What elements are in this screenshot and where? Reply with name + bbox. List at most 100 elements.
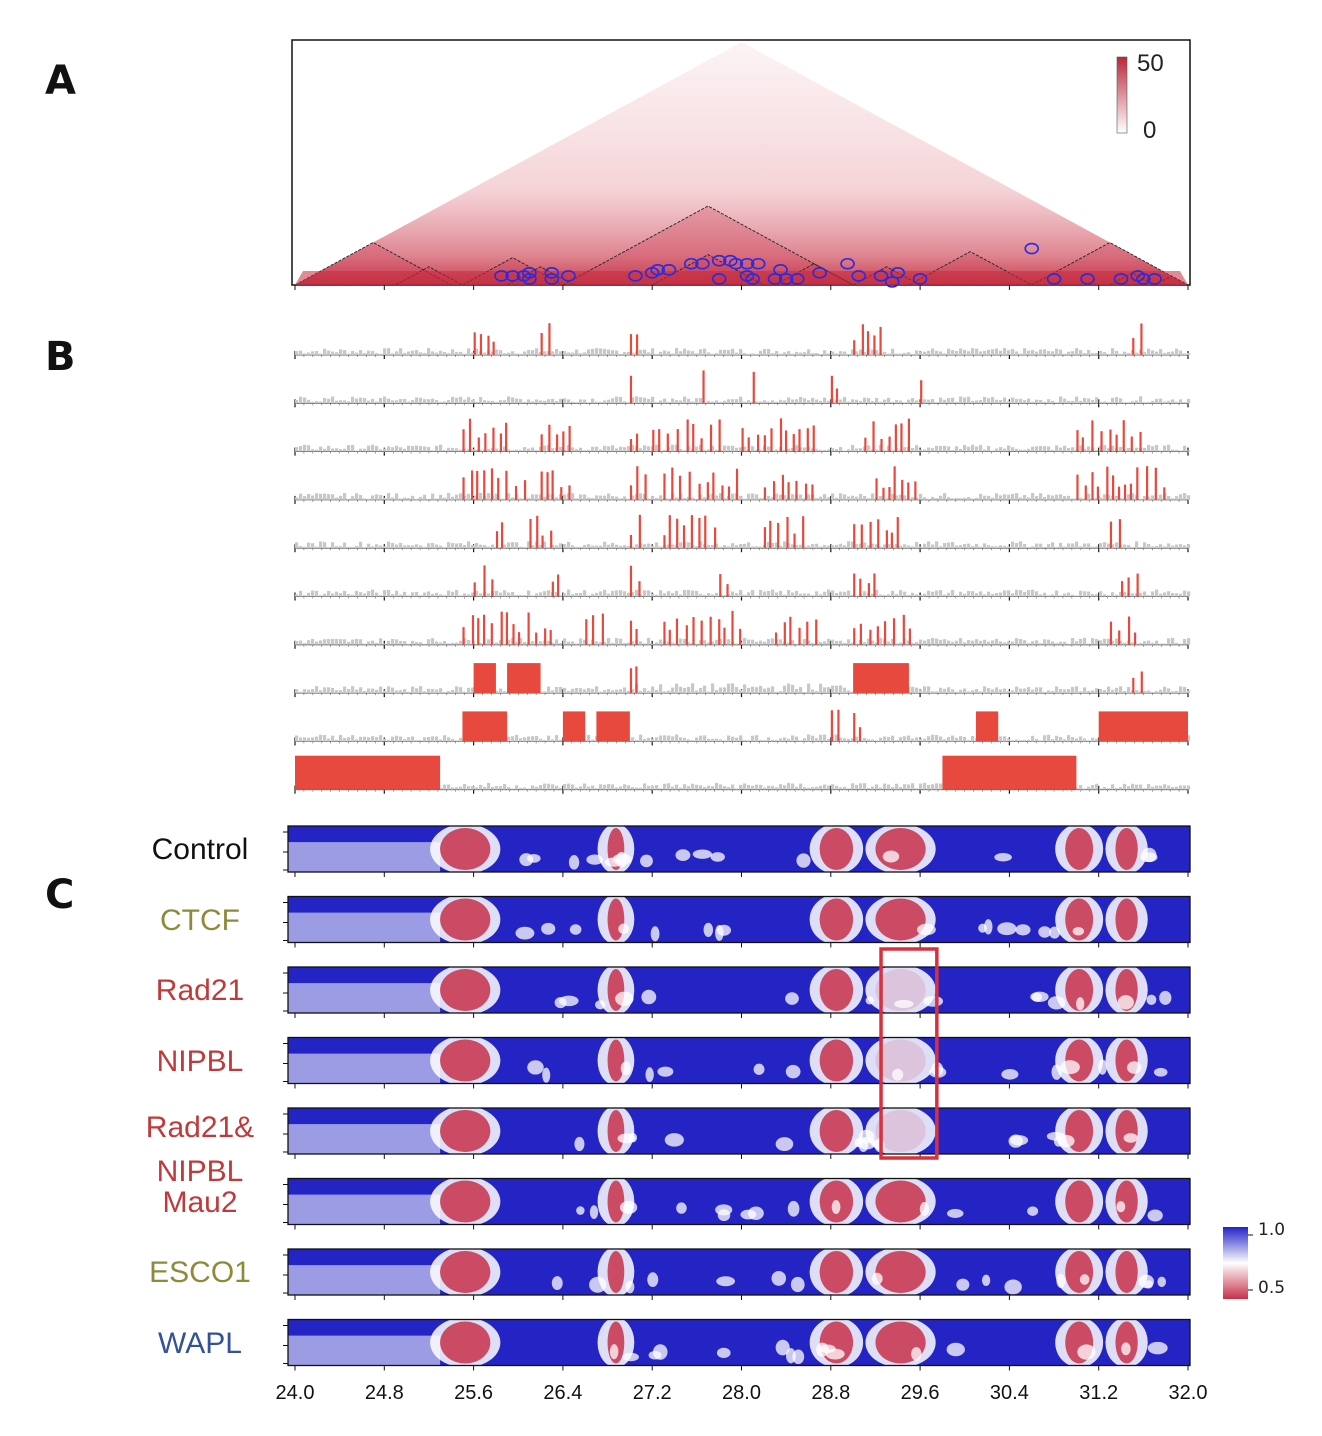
track-bg-signal (779, 691, 783, 694)
track-bg-signal (1151, 786, 1155, 790)
track-bg-signal (1119, 446, 1123, 452)
track-bg-signal (623, 447, 627, 452)
track-bg-signal (1123, 351, 1127, 355)
track-peak (490, 623, 493, 645)
track-bg-signal (1015, 351, 1019, 355)
track-bg-signal (391, 497, 395, 500)
track-bg-signal (847, 353, 851, 355)
track-peak (774, 632, 778, 645)
track-bg-signal (807, 400, 811, 404)
track-bg-signal (387, 589, 391, 597)
track-bg-signal (415, 498, 419, 500)
track-bg-signal (631, 737, 635, 742)
track-bg-signal (891, 493, 895, 500)
track-bg-signal (887, 784, 891, 790)
track-bg-signal (1159, 398, 1163, 404)
track-bg-signal (919, 783, 923, 790)
track-bg-signal (1171, 399, 1175, 404)
track-bg-signal (423, 643, 427, 645)
track-bg-signal (299, 590, 303, 597)
track-bg-signal (1079, 785, 1083, 790)
track-bg-signal (567, 783, 571, 790)
track-bg-signal (523, 787, 527, 790)
track-bg-signal (931, 591, 935, 597)
track-bg-signal (403, 448, 407, 452)
track-bg-signal (559, 595, 563, 597)
track-bg-signal (627, 546, 631, 549)
track-bg-signal (683, 784, 687, 790)
track-bg-signal (503, 400, 507, 404)
track-peak (1106, 466, 1109, 500)
track-bg-signal (955, 497, 959, 500)
track-bg-signal (779, 784, 783, 790)
track-bg-signal (767, 590, 771, 597)
heatmap-speck (946, 1342, 965, 1357)
track-peak (1084, 485, 1087, 500)
track-bg-signal (459, 595, 463, 597)
track-bg-signal (739, 396, 743, 404)
track-peak (700, 620, 703, 645)
track-bg-signal (991, 497, 995, 500)
track-bg-signal (399, 542, 403, 549)
track-bg-signal (1135, 643, 1139, 645)
track-bg-signal (979, 399, 983, 404)
track-bg-signal (1015, 638, 1019, 645)
track-bg-signal (667, 401, 671, 404)
track-peak (853, 524, 856, 549)
track-bg-signal (1027, 687, 1031, 694)
track-bg-signal (487, 782, 491, 790)
track-bg-signal (1035, 446, 1039, 452)
track-bg-signal (951, 350, 955, 355)
track-bg-signal (547, 686, 551, 694)
track-bg-signal (1143, 591, 1147, 597)
track-bg-signal (595, 348, 599, 355)
track-peak (1136, 467, 1139, 500)
track-bg-signal (659, 639, 663, 645)
track-bg-signal (363, 547, 367, 549)
track-bg-signal (891, 401, 895, 404)
track-bg-signal (595, 788, 599, 790)
track-bg-signal (603, 445, 607, 452)
track-bg-signal (663, 783, 667, 790)
track-bg-signal (927, 686, 931, 694)
track-peak (652, 429, 655, 452)
track-peak (698, 517, 701, 549)
track-bg-signal (839, 543, 843, 549)
track-bg-signal (531, 401, 535, 404)
track-bg-signal (695, 398, 699, 404)
track-bg-signal (1043, 446, 1047, 452)
track-bg-signal (787, 397, 791, 404)
track-bg-signal (379, 545, 383, 549)
track-peak (1130, 436, 1133, 452)
track-peak (560, 487, 563, 500)
track-bg-signal (791, 399, 795, 404)
track-bg-signal (555, 497, 559, 500)
track-bg-signal (1039, 400, 1043, 404)
track-bg-signal (771, 353, 775, 355)
track-bg-signal (943, 353, 947, 355)
track-bg-signal (911, 497, 915, 500)
track-peak (1127, 577, 1130, 597)
track-bg-signal (815, 691, 819, 694)
track-bg-signal (1183, 785, 1187, 790)
track-peak (769, 520, 772, 549)
track-peak (477, 437, 480, 452)
track-bg-signal (595, 686, 599, 694)
track-bg-signal (727, 735, 731, 742)
track-bg-signal (1003, 397, 1007, 404)
track-bg-signal (999, 350, 1003, 355)
track-bg-signal (655, 737, 659, 742)
track-peak (638, 581, 641, 597)
track-bg-signal (363, 353, 367, 355)
heatmap-speck (541, 922, 556, 935)
track-bg-signal (611, 690, 615, 694)
track-bg-signal (407, 737, 411, 742)
heatmap-speck (558, 995, 579, 1007)
track-peak (942, 755, 1077, 790)
perturbation-label-line1: CTCF (160, 903, 240, 937)
track-bg-signal (807, 349, 811, 355)
track-bg-signal (903, 402, 907, 404)
track-bg-signal (1043, 639, 1047, 645)
track-peak (706, 482, 709, 500)
track-bg-signal (359, 687, 363, 694)
